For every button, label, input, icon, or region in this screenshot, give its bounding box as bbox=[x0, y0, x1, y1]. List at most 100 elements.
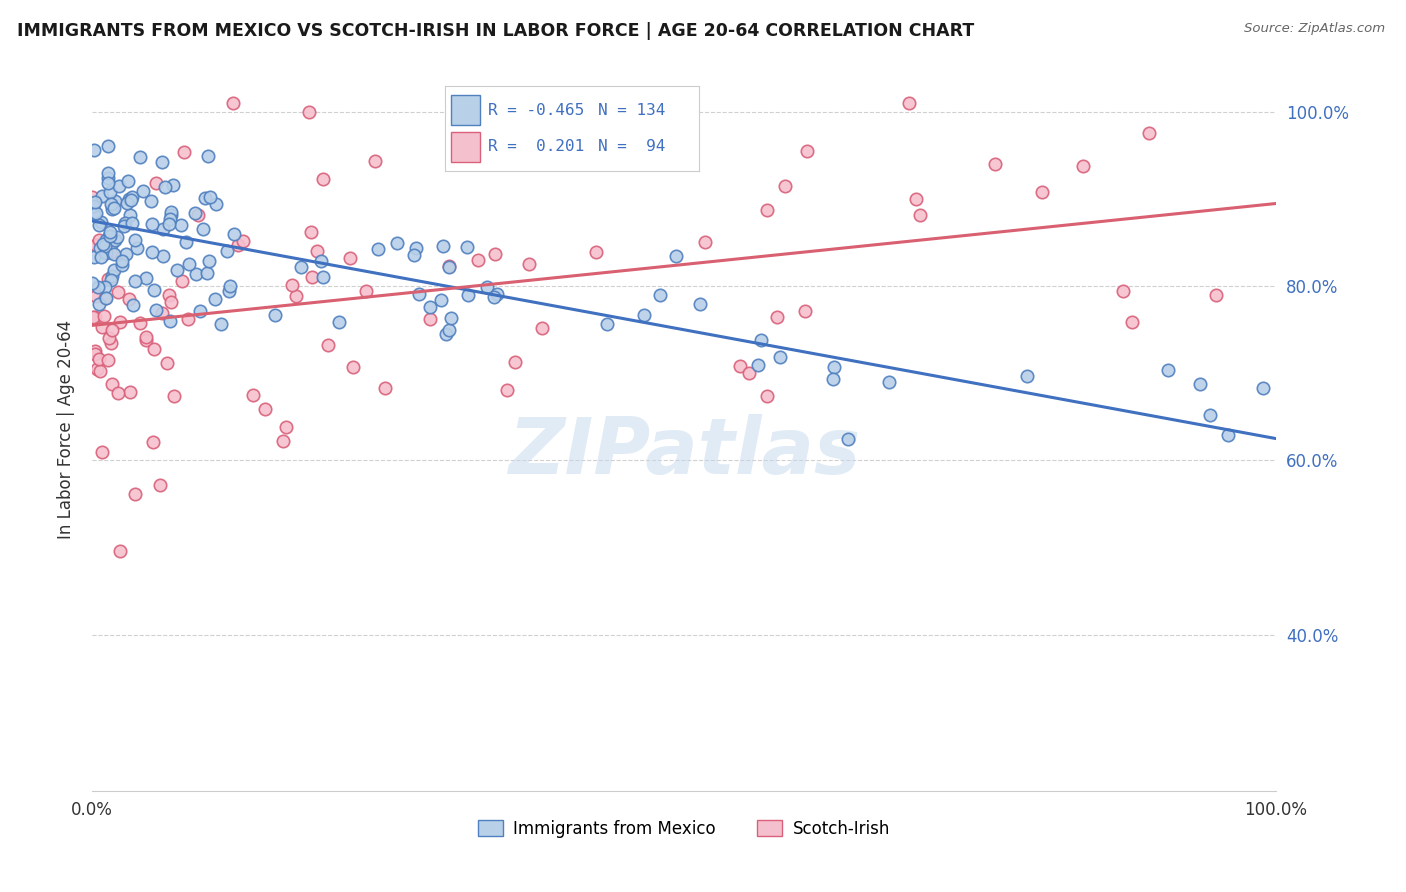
Point bbox=[879, 375, 901, 389]
Point bbox=[1071, 159, 1094, 173]
Point bbox=[755, 203, 778, 218]
Point bbox=[437, 260, 460, 274]
Point bbox=[205, 196, 228, 211]
Point bbox=[1188, 376, 1211, 391]
Point bbox=[93, 280, 115, 294]
Point bbox=[132, 184, 155, 198]
Point bbox=[101, 202, 124, 216]
Point bbox=[174, 235, 197, 249]
Point bbox=[90, 320, 112, 334]
Point bbox=[695, 235, 717, 249]
Point bbox=[83, 143, 105, 157]
Point bbox=[531, 321, 554, 335]
Point bbox=[87, 280, 110, 294]
Point bbox=[290, 260, 312, 274]
Point bbox=[747, 358, 769, 372]
Point bbox=[98, 331, 121, 345]
Point bbox=[107, 385, 129, 400]
Point bbox=[475, 280, 498, 294]
Point bbox=[1112, 284, 1135, 298]
Point bbox=[108, 543, 131, 558]
Point bbox=[342, 359, 364, 374]
Point bbox=[84, 206, 107, 220]
Point bbox=[440, 310, 463, 325]
Point bbox=[198, 190, 221, 204]
Point bbox=[94, 238, 117, 252]
Point bbox=[405, 240, 427, 254]
Point bbox=[728, 359, 751, 374]
Point bbox=[169, 219, 191, 233]
Point bbox=[111, 258, 134, 272]
Point bbox=[145, 303, 167, 318]
Legend: Immigrants from Mexico, Scotch-Irish: Immigrants from Mexico, Scotch-Irish bbox=[471, 813, 897, 845]
Point bbox=[354, 284, 377, 298]
Point bbox=[242, 388, 264, 402]
Point bbox=[166, 263, 188, 277]
Point bbox=[837, 433, 859, 447]
Point bbox=[145, 176, 167, 190]
Point bbox=[738, 366, 761, 380]
Point bbox=[97, 139, 120, 153]
Point bbox=[432, 239, 454, 253]
Point bbox=[519, 257, 541, 271]
Point bbox=[280, 278, 302, 293]
Point bbox=[1205, 287, 1227, 301]
Point bbox=[222, 96, 245, 111]
Point bbox=[232, 234, 254, 248]
Point bbox=[80, 277, 103, 291]
Point bbox=[84, 289, 107, 303]
Point bbox=[160, 205, 183, 219]
Point bbox=[112, 219, 135, 234]
Point bbox=[96, 353, 118, 368]
Point bbox=[1015, 369, 1038, 384]
Point bbox=[218, 284, 240, 298]
Point bbox=[298, 105, 321, 120]
Point bbox=[122, 298, 145, 312]
Point bbox=[94, 233, 117, 247]
Point bbox=[195, 267, 218, 281]
Point bbox=[89, 233, 111, 247]
Point bbox=[312, 269, 335, 284]
Point bbox=[120, 194, 142, 208]
Point bbox=[172, 274, 194, 288]
Point bbox=[173, 145, 195, 159]
Point bbox=[309, 254, 332, 268]
Point bbox=[159, 295, 181, 310]
Point bbox=[129, 150, 152, 164]
Point bbox=[222, 227, 245, 242]
Point bbox=[150, 306, 173, 320]
Point bbox=[155, 356, 177, 370]
Point bbox=[90, 250, 112, 264]
Point bbox=[596, 317, 619, 331]
Point bbox=[162, 178, 184, 192]
Point bbox=[84, 310, 107, 325]
Point bbox=[97, 229, 120, 244]
Point bbox=[143, 342, 166, 356]
Point bbox=[633, 308, 655, 322]
Point bbox=[89, 351, 111, 366]
Point bbox=[114, 247, 136, 261]
Point bbox=[457, 288, 479, 302]
Point bbox=[264, 308, 287, 322]
Point bbox=[97, 166, 120, 180]
Point bbox=[100, 335, 122, 350]
Point bbox=[908, 208, 931, 222]
Text: Source: ZipAtlas.com: Source: ZipAtlas.com bbox=[1244, 22, 1385, 36]
Point bbox=[467, 252, 489, 267]
Point bbox=[86, 361, 108, 376]
Point bbox=[104, 194, 127, 209]
Point bbox=[482, 290, 505, 304]
Point bbox=[118, 384, 141, 399]
Point bbox=[408, 286, 430, 301]
Point bbox=[897, 96, 920, 111]
Point bbox=[1031, 185, 1053, 199]
Point bbox=[107, 285, 129, 299]
Y-axis label: In Labor Force | Age 20-64: In Labor Force | Age 20-64 bbox=[58, 320, 75, 540]
Point bbox=[312, 172, 335, 186]
Point bbox=[97, 272, 120, 286]
Point bbox=[111, 253, 134, 268]
Point bbox=[118, 292, 141, 306]
Point bbox=[142, 283, 165, 297]
Point bbox=[184, 206, 207, 220]
Point bbox=[118, 192, 141, 206]
